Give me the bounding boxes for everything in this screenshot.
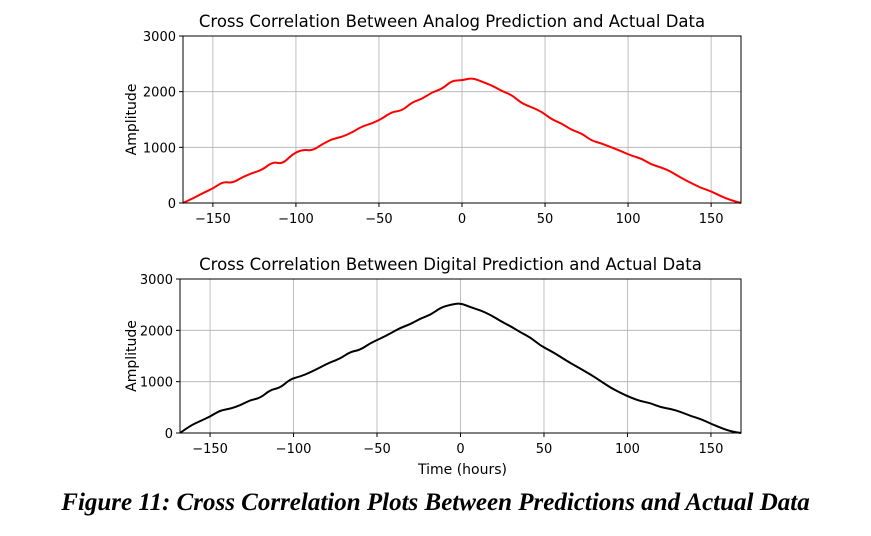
y-tick-label: 1000 <box>140 376 173 391</box>
y-tick-label: 2000 <box>140 324 173 339</box>
x-tick-label: 0 <box>456 442 464 457</box>
chart-title: Cross Correlation Between Digital Predic… <box>199 255 702 274</box>
x-tick-label: 150 <box>699 212 724 227</box>
x-axis-label: Time (hours) <box>417 462 507 478</box>
x-tick-label: 0 <box>458 212 466 227</box>
y-axis-label: Amplitude <box>124 84 140 156</box>
x-tick-label: −50 <box>363 442 390 457</box>
y-tick-label: 0 <box>165 427 173 442</box>
x-tick-label: −150 <box>195 212 231 227</box>
y-tick-label: 3000 <box>140 273 173 288</box>
y-tick-label: 3000 <box>143 30 176 45</box>
x-tick-label: 50 <box>536 442 553 457</box>
x-tick-label: −100 <box>276 442 312 457</box>
x-tick-label: 150 <box>699 442 724 457</box>
x-tick-label: −150 <box>192 442 228 457</box>
y-tick-label: 2000 <box>143 86 176 101</box>
figure-caption: Figure 11: Cross Correlation Plots Betwe… <box>61 489 810 516</box>
x-tick-label: −100 <box>278 212 314 227</box>
series-line <box>182 77 742 204</box>
series-line <box>179 302 742 434</box>
x-tick-label: 50 <box>537 212 554 227</box>
y-tick-label: 1000 <box>143 141 176 156</box>
y-tick-label: 0 <box>168 197 176 212</box>
y-axis-label: Amplitude <box>124 320 140 392</box>
x-tick-label: 100 <box>616 212 641 227</box>
x-tick-label: 100 <box>615 442 640 457</box>
chart-title: Cross Correlation Between Analog Predict… <box>199 12 705 31</box>
x-tick-label: −50 <box>365 212 392 227</box>
